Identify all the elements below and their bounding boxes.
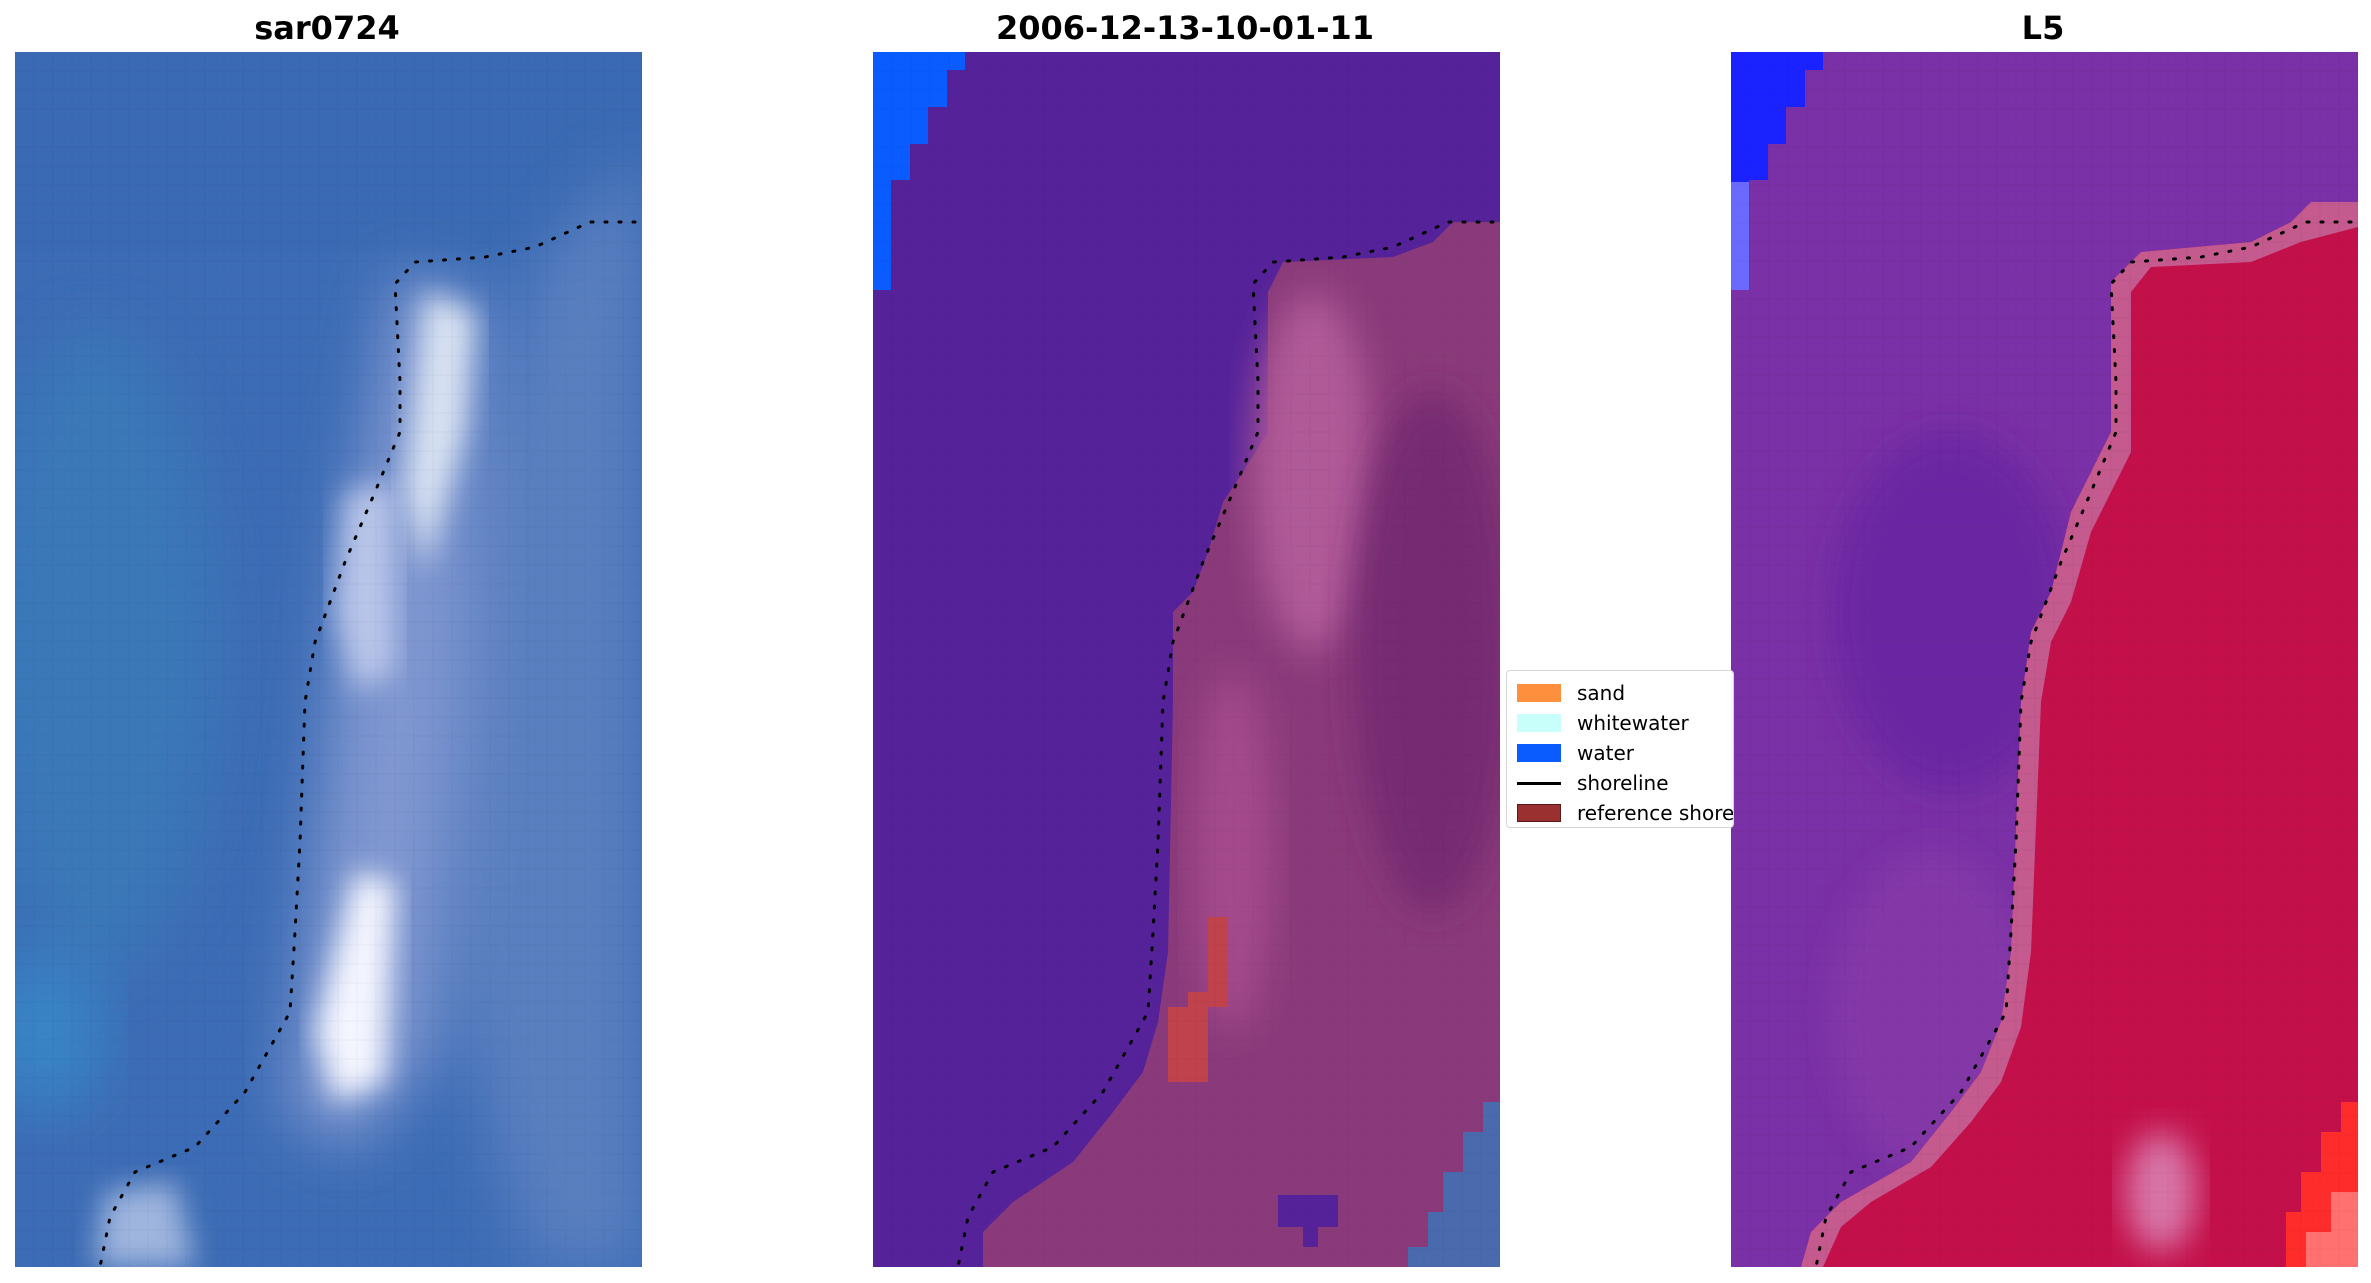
legend-item-reference-shore: reference shore xyxy=(1517,801,1734,825)
panel-title-rgb: sar0724 xyxy=(254,9,400,47)
whitewater-swatch xyxy=(1517,714,1561,732)
panel-title-classified: 2006-12-13-10-01-11 xyxy=(995,9,1375,47)
legend-label-whitewater: whitewater xyxy=(1577,711,1689,735)
rgb-satellite-image xyxy=(15,52,642,1267)
shoreline-dotted xyxy=(956,220,1495,1267)
legend-label-reference-shore: reference shore xyxy=(1577,801,1734,825)
legend-label-shoreline: shoreline xyxy=(1577,771,1669,795)
shoreline-dotted xyxy=(1814,220,2353,1267)
legend-label-water: water xyxy=(1577,741,1634,765)
legend-label-sand: sand xyxy=(1577,681,1626,705)
panel-title-nir: L5 xyxy=(2021,9,2065,47)
l5-false-color-image xyxy=(1731,52,2358,1267)
shoreline-dotted xyxy=(98,220,637,1267)
shoreline-line-swatch xyxy=(1517,781,1561,785)
classification-legend: sand whitewater water shoreline referenc… xyxy=(1506,670,1734,828)
legend-item-sand: sand xyxy=(1517,681,1625,705)
legend-item-water: water xyxy=(1517,741,1634,765)
sand-swatch xyxy=(1517,684,1561,702)
legend-item-shoreline: shoreline xyxy=(1517,771,1669,795)
water-swatch xyxy=(1517,744,1561,762)
classified-image xyxy=(873,52,1500,1267)
legend-item-whitewater: whitewater xyxy=(1517,711,1689,735)
reference-shore-swatch xyxy=(1517,804,1561,822)
